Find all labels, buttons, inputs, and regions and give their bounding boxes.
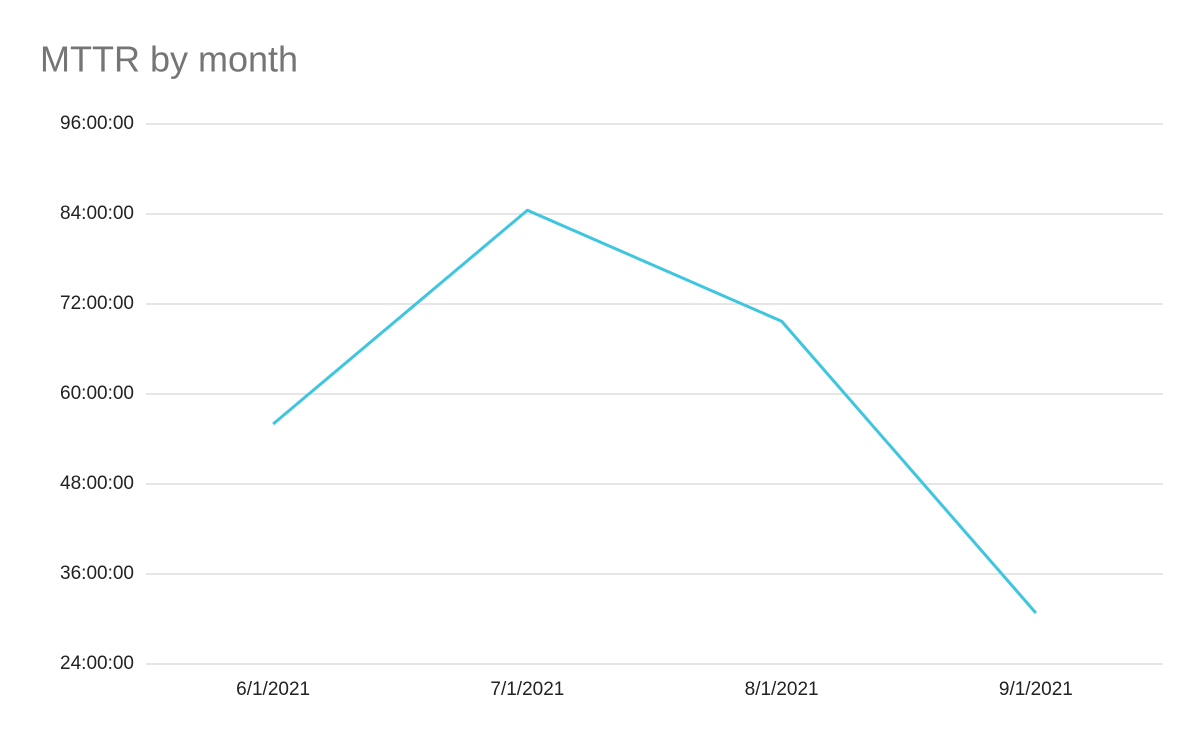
line (272, 208, 1038, 614)
y-tick-label: 36:00:00 (60, 563, 134, 584)
y-tick-label: 72:00:00 (60, 293, 134, 314)
x-tick-label: 6/1/2021 (236, 679, 310, 700)
x-tick-label: 9/1/2021 (999, 679, 1073, 700)
y-tick-label: 60:00:00 (60, 383, 134, 404)
y-tick-label: 48:00:00 (60, 473, 134, 494)
y-tick-label: 24:00:00 (60, 653, 134, 674)
chart-title: MTTR by month (40, 39, 298, 80)
x-tick-label: 8/1/2021 (745, 679, 819, 700)
x-tick-label: 7/1/2021 (490, 679, 564, 700)
y-tick-label: 96:00:00 (60, 113, 134, 134)
y-tick-label: 84:00:00 (60, 203, 134, 224)
